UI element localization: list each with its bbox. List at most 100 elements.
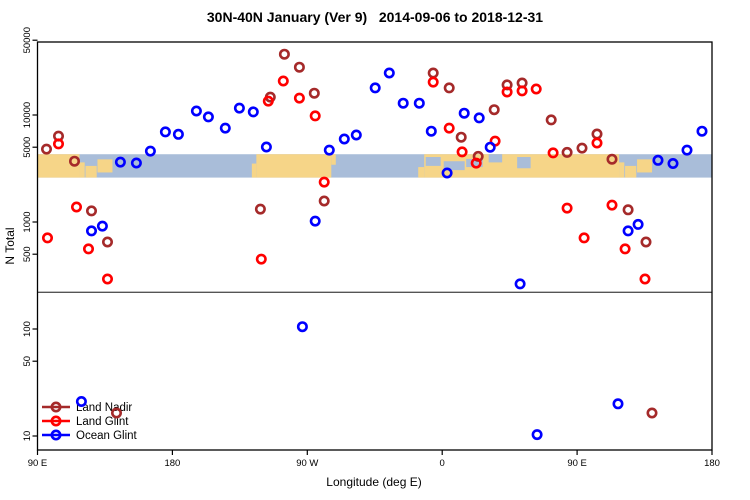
data-point [202,111,214,123]
data-point [96,220,108,232]
map-band-land [619,162,625,178]
data-point [69,155,81,167]
data-point [514,278,526,290]
data-point [473,112,485,124]
data-point [350,129,362,141]
data-point [102,236,114,248]
data-point [309,215,321,227]
y-tick-label: 50 [22,356,33,367]
data-point [383,67,395,79]
data-point [516,85,528,97]
data-point [606,199,618,211]
map-band-sea-patch [466,158,483,168]
data-point [277,75,289,87]
data-point [293,61,305,73]
data-point [41,232,53,244]
data-point [443,122,455,134]
data-point [427,76,439,88]
data-point [640,236,652,248]
map-band-land [256,154,332,178]
map-band-sea-patch [443,161,465,171]
data-point [190,105,202,117]
data-point [441,167,453,179]
map-band-land [85,165,97,178]
data-point [86,205,98,217]
data-point [488,104,500,116]
data-point [443,82,455,94]
data-point [369,82,381,94]
map-band-land [251,163,257,178]
data-point [233,102,245,114]
data-point [530,83,542,95]
data-point [130,157,142,169]
data-point [262,95,274,107]
data-point [458,107,470,119]
data-point [456,146,468,158]
data-point [144,145,156,157]
data-point [102,273,114,285]
map-band-land [79,162,85,178]
data-point [114,156,126,168]
data-point [612,398,624,410]
legend-marker [50,429,62,441]
map-band-land [625,165,637,178]
data-point [681,144,693,156]
map-band-sea-patch [517,157,531,169]
data-point [561,146,573,158]
y-axis-label: N Total [3,227,17,264]
chart-title: 30N-40N January (Ver 9) 2014-09-06 to 20… [207,9,543,25]
data-point [40,143,52,155]
y-tick-label: 50000 [22,27,33,53]
legend-marker [50,415,62,427]
data-point [501,79,513,91]
x-tick-label: 90 E [28,458,48,469]
data-point [247,106,259,118]
data-point [86,225,98,237]
map-band-land [37,154,80,178]
data-point [111,407,123,419]
map-band-sea-patch [425,157,441,166]
data-point [547,147,559,159]
data-point [309,110,321,122]
data-point [501,86,513,98]
data-point [75,395,87,407]
data-point [427,67,439,79]
data-point [622,204,634,216]
data-point [413,97,425,109]
x-tick-label: 180 [164,458,180,469]
map-band-sea-patch [488,154,503,163]
data-point [619,243,631,255]
data-point [318,195,330,207]
x-tick-label: 0 [440,458,445,469]
data-point [159,126,171,138]
data-point [397,97,409,109]
legend-label: Land Nadir [76,402,132,414]
data-point [632,218,644,230]
data-point [293,92,305,104]
x-tick-label: 90 E [567,458,587,469]
data-point [545,114,557,126]
data-point [260,141,272,153]
y-tick-label: 5000 [22,137,33,158]
map-band-land [418,167,425,178]
plot-frame [36,41,713,451]
data-point [639,273,651,285]
data-point [83,243,95,255]
data-point [591,137,603,149]
data-point [296,321,308,333]
data-point [254,203,266,215]
data-point [455,131,467,143]
data-point [561,202,573,214]
data-point [172,128,184,140]
data-point [591,128,603,140]
data-point [318,176,330,188]
data-point [622,225,634,237]
legend-marker [50,401,62,413]
legend-label: Land Glint [76,416,129,428]
legend-label: Ocean Glint [76,430,138,442]
x-tick-label: 180 [704,458,720,469]
x-axis-label: Longitude (deg E) [326,475,421,489]
data-point [531,429,543,441]
